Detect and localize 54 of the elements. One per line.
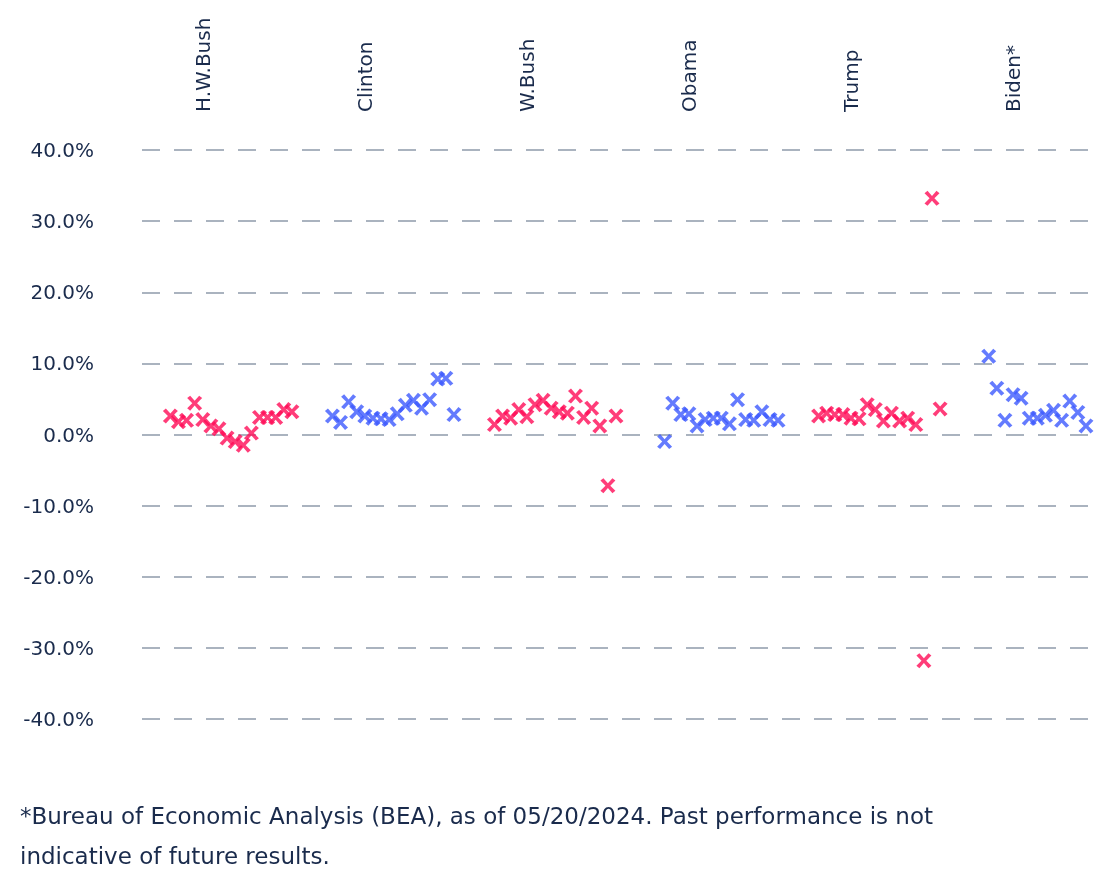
y-tick-label: 20.0% [30,280,94,305]
point [867,402,883,418]
point [989,380,1005,396]
point [924,190,940,206]
point [1013,390,1029,406]
point [527,397,543,413]
point [721,416,737,432]
point [981,348,997,364]
point [179,412,195,428]
point [438,370,454,386]
point [657,434,673,450]
point [559,405,575,421]
point [422,392,438,408]
point [770,412,786,428]
point [1062,393,1078,409]
point [1078,418,1094,434]
y-tick-label: 30.0% [30,209,94,234]
y-tick-label: -10.0% [23,493,94,518]
point [584,400,600,416]
point [681,406,697,422]
point [187,395,203,411]
point [341,394,357,410]
point [567,388,583,404]
point [665,395,681,411]
point [1054,412,1070,428]
point [1070,404,1086,420]
x-tick-label: Clinton [352,41,377,112]
text: *Bureau of Economic Analysis (BEA), as of 05/20/2024. Past performance is not indicative of future results. [20,802,934,871]
point [608,408,624,424]
point [916,653,932,669]
point [333,414,349,430]
point [730,392,746,408]
point [235,437,251,453]
x-tick-label: Biden* [1001,45,1026,112]
point [997,412,1013,428]
point [932,401,948,417]
point [519,409,535,425]
y-tick-label: 0.0% [43,422,94,447]
y-tick-label: -20.0% [23,564,94,589]
point [592,418,608,434]
y-tick-label: 40.0% [30,138,94,162]
y-tick-label: 10.0% [30,351,94,376]
point [446,407,462,423]
point [243,425,259,441]
point [851,411,867,427]
point [908,417,924,433]
y-tick-label: -30.0% [23,635,94,660]
point [284,404,300,420]
x-tick-label: W.Bush [514,38,539,112]
x-tick-label: H.W.Bush [190,17,215,112]
x-tick-label: Obama [676,39,701,112]
x-tick-label: Trump [838,49,863,113]
y-tick-label: -40.0% [23,707,94,731]
point [600,478,616,494]
